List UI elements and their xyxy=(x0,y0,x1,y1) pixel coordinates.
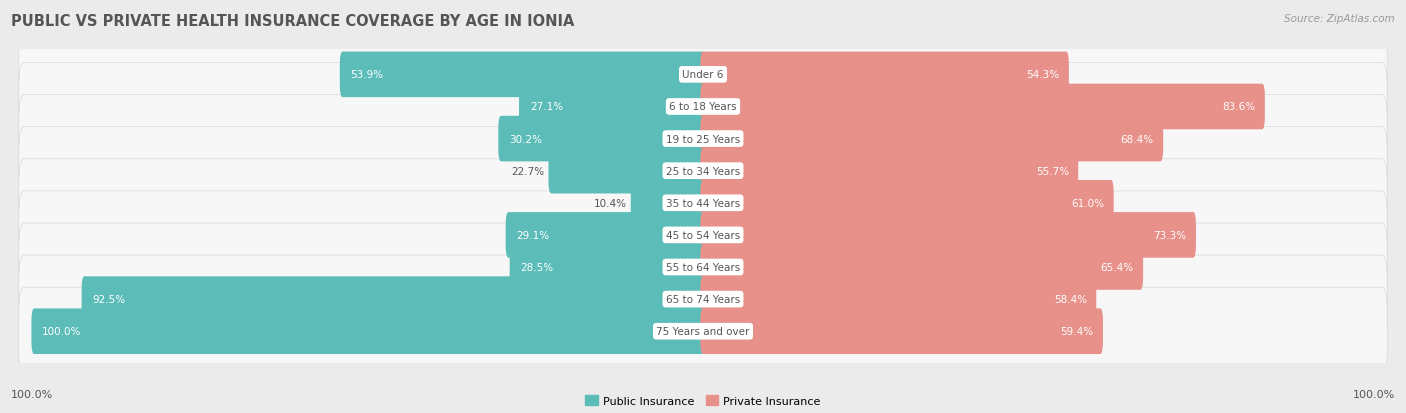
FancyBboxPatch shape xyxy=(700,213,1197,258)
FancyBboxPatch shape xyxy=(631,180,706,226)
FancyBboxPatch shape xyxy=(18,223,1388,311)
Text: 6 to 18 Years: 6 to 18 Years xyxy=(669,102,737,112)
Text: 27.1%: 27.1% xyxy=(530,102,562,112)
FancyBboxPatch shape xyxy=(548,149,706,194)
Text: 100.0%: 100.0% xyxy=(11,389,53,399)
FancyBboxPatch shape xyxy=(700,244,1143,290)
FancyBboxPatch shape xyxy=(700,149,1078,194)
FancyBboxPatch shape xyxy=(18,63,1388,151)
FancyBboxPatch shape xyxy=(700,309,1102,354)
Text: 100.0%: 100.0% xyxy=(42,326,82,337)
FancyBboxPatch shape xyxy=(18,192,1388,279)
Text: 28.5%: 28.5% xyxy=(520,262,554,272)
Text: 65 to 74 Years: 65 to 74 Years xyxy=(666,294,740,304)
FancyBboxPatch shape xyxy=(31,309,706,354)
FancyBboxPatch shape xyxy=(18,31,1388,119)
FancyBboxPatch shape xyxy=(82,277,706,322)
Legend: Public Insurance, Private Insurance: Public Insurance, Private Insurance xyxy=(583,393,823,408)
FancyBboxPatch shape xyxy=(340,52,706,98)
FancyBboxPatch shape xyxy=(18,159,1388,247)
FancyBboxPatch shape xyxy=(700,116,1163,162)
Text: 30.2%: 30.2% xyxy=(509,134,543,144)
FancyBboxPatch shape xyxy=(18,127,1388,215)
Text: 22.7%: 22.7% xyxy=(512,166,544,176)
Text: 54.3%: 54.3% xyxy=(1026,70,1060,80)
Text: 25 to 34 Years: 25 to 34 Years xyxy=(666,166,740,176)
Text: 68.4%: 68.4% xyxy=(1121,134,1154,144)
Text: PUBLIC VS PRIVATE HEALTH INSURANCE COVERAGE BY AGE IN IONIA: PUBLIC VS PRIVATE HEALTH INSURANCE COVER… xyxy=(11,14,575,29)
FancyBboxPatch shape xyxy=(18,95,1388,183)
FancyBboxPatch shape xyxy=(700,180,1114,226)
FancyBboxPatch shape xyxy=(700,85,1265,130)
Text: 75 Years and over: 75 Years and over xyxy=(657,326,749,337)
Text: Source: ZipAtlas.com: Source: ZipAtlas.com xyxy=(1284,14,1395,24)
Text: 61.0%: 61.0% xyxy=(1071,198,1104,208)
Text: 10.4%: 10.4% xyxy=(593,198,627,208)
FancyBboxPatch shape xyxy=(18,256,1388,343)
Text: 100.0%: 100.0% xyxy=(1353,389,1395,399)
Text: 53.9%: 53.9% xyxy=(350,70,384,80)
Text: 29.1%: 29.1% xyxy=(516,230,550,240)
Text: 92.5%: 92.5% xyxy=(93,294,125,304)
FancyBboxPatch shape xyxy=(510,244,706,290)
Text: 55.7%: 55.7% xyxy=(1036,166,1069,176)
FancyBboxPatch shape xyxy=(700,277,1097,322)
FancyBboxPatch shape xyxy=(700,52,1069,98)
FancyBboxPatch shape xyxy=(498,116,706,162)
Text: 65.4%: 65.4% xyxy=(1101,262,1133,272)
Text: 73.3%: 73.3% xyxy=(1153,230,1187,240)
Text: 58.4%: 58.4% xyxy=(1054,294,1087,304)
Text: 59.4%: 59.4% xyxy=(1060,326,1094,337)
Text: 35 to 44 Years: 35 to 44 Years xyxy=(666,198,740,208)
FancyBboxPatch shape xyxy=(506,213,706,258)
Text: 45 to 54 Years: 45 to 54 Years xyxy=(666,230,740,240)
FancyBboxPatch shape xyxy=(519,85,706,130)
Text: 83.6%: 83.6% xyxy=(1222,102,1256,112)
FancyBboxPatch shape xyxy=(18,287,1388,375)
Text: Under 6: Under 6 xyxy=(682,70,724,80)
Text: 19 to 25 Years: 19 to 25 Years xyxy=(666,134,740,144)
Text: 55 to 64 Years: 55 to 64 Years xyxy=(666,262,740,272)
